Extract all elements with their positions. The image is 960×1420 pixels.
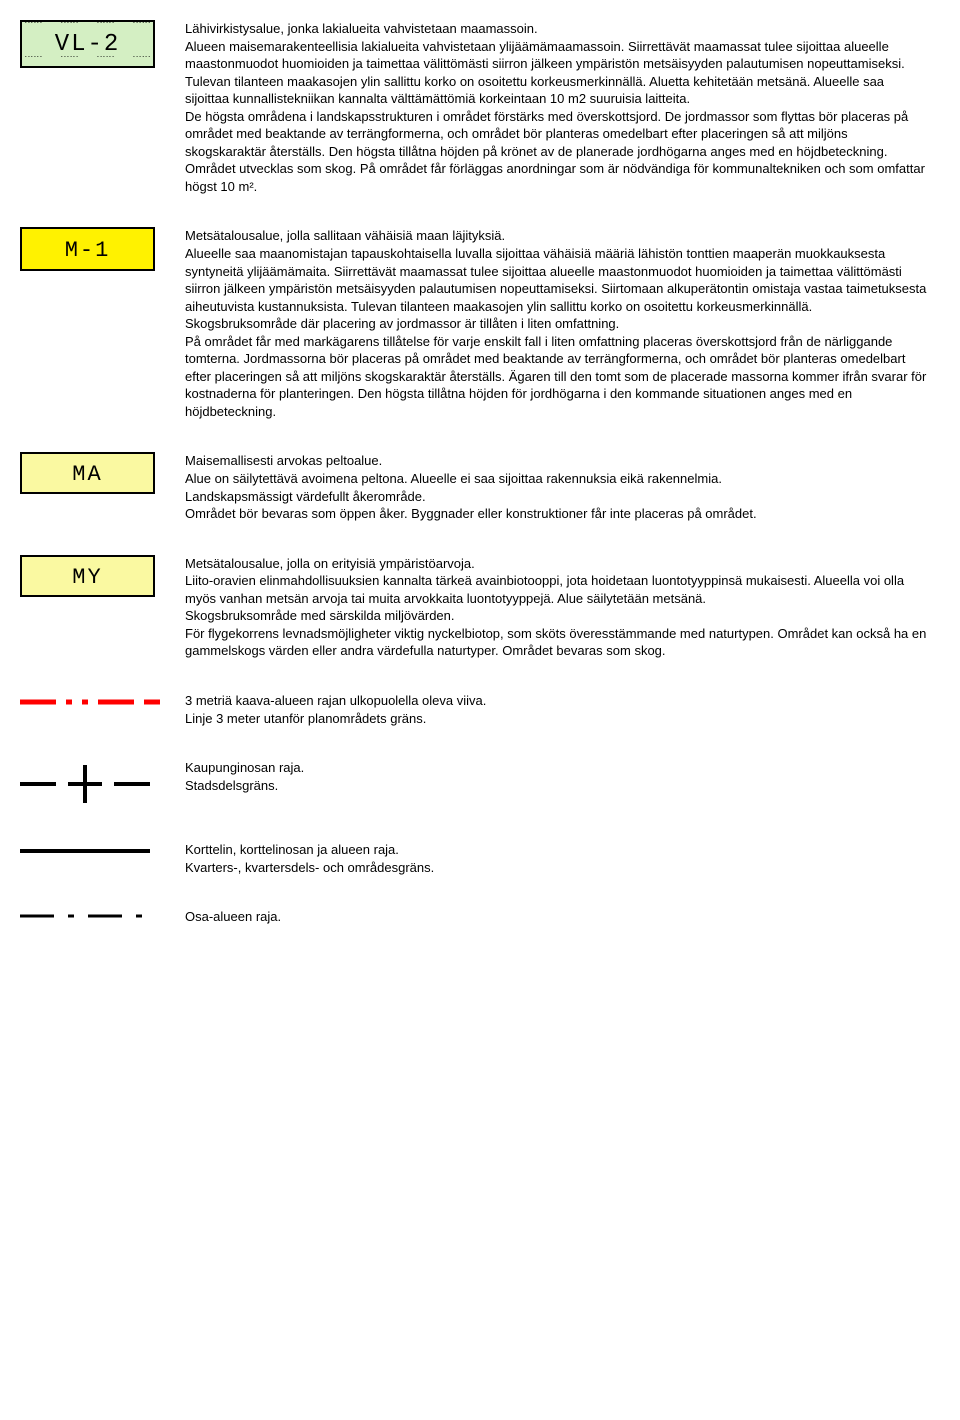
solid-line-icon [20,841,160,861]
symbol-code: MA [72,462,102,487]
decoration-top: ⌃⌃⌃ ⌃⌃⌃ ⌃⌃⌃ ⌃⌃⌃ [22,22,153,32]
legend-row-ma: MA Maisemallisesti arvokas peltoalue.Alu… [20,452,930,522]
legend-text: 3 metriä kaava-alueen rajan ulkopuolella… [185,692,930,727]
legend-row-solidline: Korttelin, korttelinosan ja alueen raja.… [20,841,930,876]
symbol-ma: MA [20,452,155,494]
symbol-cell: MY [20,555,185,597]
legend-text: Metsätalousalue, jolla on erityisiä ympä… [185,555,930,660]
symbol-cell [20,841,185,861]
symbol-cell [20,759,185,809]
legend-text: Metsätalousalue, jolla sallitaan vähäisi… [185,227,930,420]
legend-row-dashdot: Osa-alueen raja. [20,908,930,926]
symbol-my: MY [20,555,155,597]
legend-text: Kaupunginosan raja.Stadsdelsgräns. [185,759,930,794]
symbol-cell: ⌃⌃⌃ ⌃⌃⌃ ⌃⌃⌃ ⌃⌃⌃ VL-2 ⌃⌃⌃ ⌃⌃⌃ ⌃⌃⌃ ⌃⌃⌃ [20,20,185,68]
legend-text: Lähivirkistysalue, jonka lakialueita vah… [185,20,930,195]
symbol-cell [20,692,185,712]
symbol-code: MY [72,565,102,590]
decoration-bottom: ⌃⌃⌃ ⌃⌃⌃ ⌃⌃⌃ ⌃⌃⌃ [22,56,153,66]
legend-row-my: MY Metsätalousalue, jolla on erityisiä y… [20,555,930,660]
legend-row-dashcross: Kaupunginosan raja.Stadsdelsgräns. [20,759,930,809]
legend-text: Korttelin, korttelinosan ja alueen raja.… [185,841,930,876]
symbol-cell: MA [20,452,185,494]
symbol-cell: M-1 [20,227,185,271]
legend-row-vl2: ⌃⌃⌃ ⌃⌃⌃ ⌃⌃⌃ ⌃⌃⌃ VL-2 ⌃⌃⌃ ⌃⌃⌃ ⌃⌃⌃ ⌃⌃⌃ Läh… [20,20,930,195]
dash-dot-line-icon [20,908,160,924]
symbol-code: M-1 [65,238,111,263]
symbol-cell [20,908,185,924]
legend-text: Maisemallisesti arvokas peltoalue.Alue o… [185,452,930,522]
legend-row-redline: 3 metriä kaava-alueen rajan ulkopuolella… [20,692,930,727]
symbol-vl2: ⌃⌃⌃ ⌃⌃⌃ ⌃⌃⌃ ⌃⌃⌃ VL-2 ⌃⌃⌃ ⌃⌃⌃ ⌃⌃⌃ ⌃⌃⌃ [20,20,155,68]
symbol-m1: M-1 [20,227,155,271]
red-dash-line-icon [20,692,160,712]
symbol-code: VL-2 [55,31,121,58]
legend-text: Osa-alueen raja. [185,908,930,926]
dash-cross-line-icon [20,759,160,809]
legend-row-m1: M-1 Metsätalousalue, jolla sallitaan väh… [20,227,930,420]
